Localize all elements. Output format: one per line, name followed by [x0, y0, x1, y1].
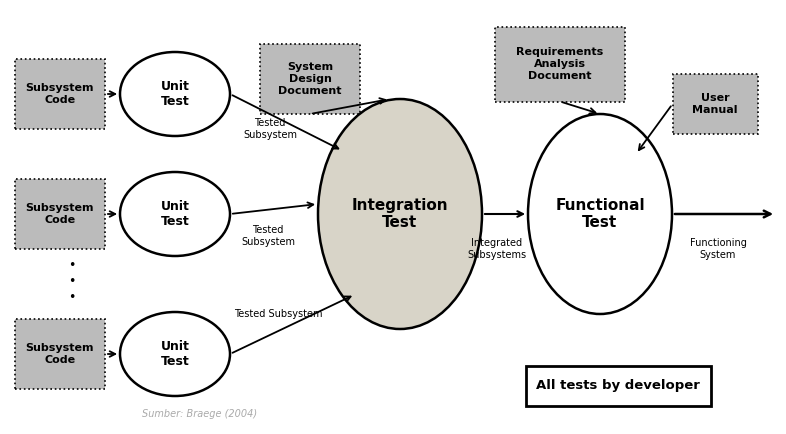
Text: Unit
Test: Unit Test: [160, 80, 189, 108]
FancyBboxPatch shape: [260, 44, 360, 114]
FancyBboxPatch shape: [15, 319, 105, 389]
Text: Tested Subsystem: Tested Subsystem: [233, 309, 322, 319]
FancyBboxPatch shape: [673, 74, 758, 134]
Text: Subsystem
Code: Subsystem Code: [26, 343, 94, 365]
Text: Subsystem
Code: Subsystem Code: [26, 83, 94, 105]
Text: Sumber: Braege (2004): Sumber: Braege (2004): [142, 409, 258, 419]
Text: User
Manual: User Manual: [692, 93, 738, 115]
Text: Tested
Subsystem: Tested Subsystem: [241, 225, 295, 247]
Text: Subsystem
Code: Subsystem Code: [26, 203, 94, 225]
Text: All tests by developer: All tests by developer: [536, 379, 700, 392]
Text: •: •: [68, 260, 75, 273]
Ellipse shape: [120, 312, 230, 396]
Text: Functioning
System: Functioning System: [689, 238, 747, 260]
Ellipse shape: [528, 114, 672, 314]
Text: Functional
Test: Functional Test: [555, 198, 645, 230]
Text: Unit
Test: Unit Test: [160, 340, 189, 368]
FancyBboxPatch shape: [15, 179, 105, 249]
Ellipse shape: [318, 99, 482, 329]
Text: Requirements
Analysis
Document: Requirements Analysis Document: [516, 47, 604, 81]
Text: System
Design
Document: System Design Document: [278, 62, 342, 95]
FancyBboxPatch shape: [15, 59, 105, 129]
FancyBboxPatch shape: [495, 26, 625, 102]
Text: Tested
Subsystem: Tested Subsystem: [243, 118, 297, 140]
Text: •: •: [68, 292, 75, 305]
Text: Integration
Test: Integration Test: [351, 198, 448, 230]
Text: Integrated
Subsystems: Integrated Subsystems: [468, 238, 527, 260]
Text: Unit
Test: Unit Test: [160, 200, 189, 228]
Ellipse shape: [120, 172, 230, 256]
Text: •: •: [68, 276, 75, 289]
FancyBboxPatch shape: [526, 366, 711, 406]
Ellipse shape: [120, 52, 230, 136]
